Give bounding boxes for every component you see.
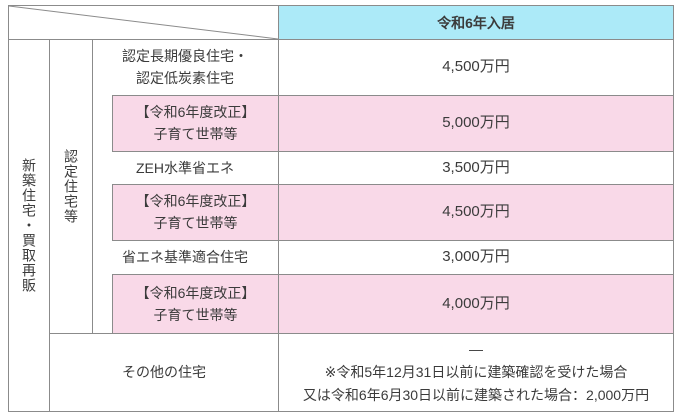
grid-hline-r3 (112, 184, 673, 185)
value-text: 4,000万円 (442, 294, 510, 312)
grid-vline-pink3 (112, 274, 113, 333)
corner-cell (9, 6, 278, 39)
note-line: 又は令和6年6月30日以前に建築された場合：2,000万円 (302, 386, 650, 403)
label-line: 【令和6年度改正】 (135, 284, 256, 301)
label-line: 省エネ基準適合住宅 (122, 249, 248, 265)
column-header-reiwa6: 令和6年入居 (279, 6, 673, 39)
row-label-zeh: ZEH水準省エネ (92, 151, 278, 184)
row-label-child-rearing-2: 【令和6年度改正】 子育て世帯等 (113, 184, 278, 240)
value-text: 5,000万円 (442, 114, 510, 131)
value-certified-long-term: 4,500万円 (279, 39, 673, 95)
grid-vline-pink1 (112, 95, 113, 151)
label-line: 子育て世帯等 (153, 306, 238, 323)
grid-hline-r6 (49, 333, 673, 334)
value-child-rearing-3: 4,000万円 (279, 274, 673, 333)
row-group-label: 認定住宅等 (63, 148, 79, 224)
label-line: 【令和6年度改正】 (135, 104, 256, 120)
grid-hline-r5 (112, 274, 673, 275)
grid-hline-r2 (112, 151, 673, 152)
grid-vline-values (278, 6, 279, 411)
value-child-rearing-2: 4,500万円 (279, 184, 673, 240)
row-group-label: 新築住宅・買取再販 (21, 157, 37, 293)
value-other-housing: ― ※令和5年12月31日以前に建築確認を受けた場合 又は令和6年6月30日以前… (279, 333, 673, 411)
value-energy-standard: 3,000万円 (279, 240, 673, 274)
value-child-rearing-1: 5,000万円 (279, 95, 673, 151)
label-line: ZEH水準省エネ (136, 159, 234, 176)
label-line: 子育て世帯等 (153, 215, 238, 231)
value-text: 3,500万円 (442, 158, 510, 176)
label-line: 認定長期優良住宅・ (122, 48, 248, 64)
grid-hline-header (9, 39, 673, 40)
row-group-certified: 認定住宅等 (50, 39, 92, 333)
row-label-child-rearing-1: 【令和6年度改正】 子育て世帯等 (113, 95, 278, 151)
value-text: 4,500万円 (442, 203, 510, 220)
label-line: 【令和6年度改正】 (135, 193, 256, 209)
row-label-other-housing: その他の住宅 (50, 333, 278, 411)
row-label-certified-long-term: 認定長期優良住宅・ 認定低炭素住宅 (92, 39, 278, 95)
value-text: 4,500万円 (442, 58, 510, 75)
label-line: 認定低炭素住宅 (136, 70, 234, 86)
label-line: その他の住宅 (122, 364, 206, 380)
row-group-new-build: 新築住宅・買取再販 (9, 39, 49, 411)
loan-limit-table: 令和6年入居 新築住宅・買取再販 認定住宅等 認定長期優良住宅・ 認定低炭素住宅… (8, 5, 674, 412)
value-text: 3,000万円 (442, 248, 510, 265)
grid-hline-r4 (112, 240, 673, 241)
column-header-label: 令和6年入居 (437, 14, 515, 31)
diagonal-divider-icon (9, 6, 278, 39)
row-label-child-rearing-3: 【令和6年度改正】 子育て世帯等 (113, 274, 278, 333)
grid-vline-col1 (49, 39, 50, 411)
grid-hline-r1 (112, 95, 673, 96)
grid-vline-pink2 (112, 184, 113, 240)
label-line: 子育て世帯等 (153, 126, 238, 142)
grid-vline-col2 (92, 39, 93, 333)
dash-value: ― (469, 340, 483, 357)
note-line: ※令和5年12月31日以前に建築確認を受けた場合 (324, 363, 628, 380)
row-label-energy-standard: 省エネ基準適合住宅 (92, 240, 278, 274)
value-zeh: 3,500万円 (279, 151, 673, 184)
